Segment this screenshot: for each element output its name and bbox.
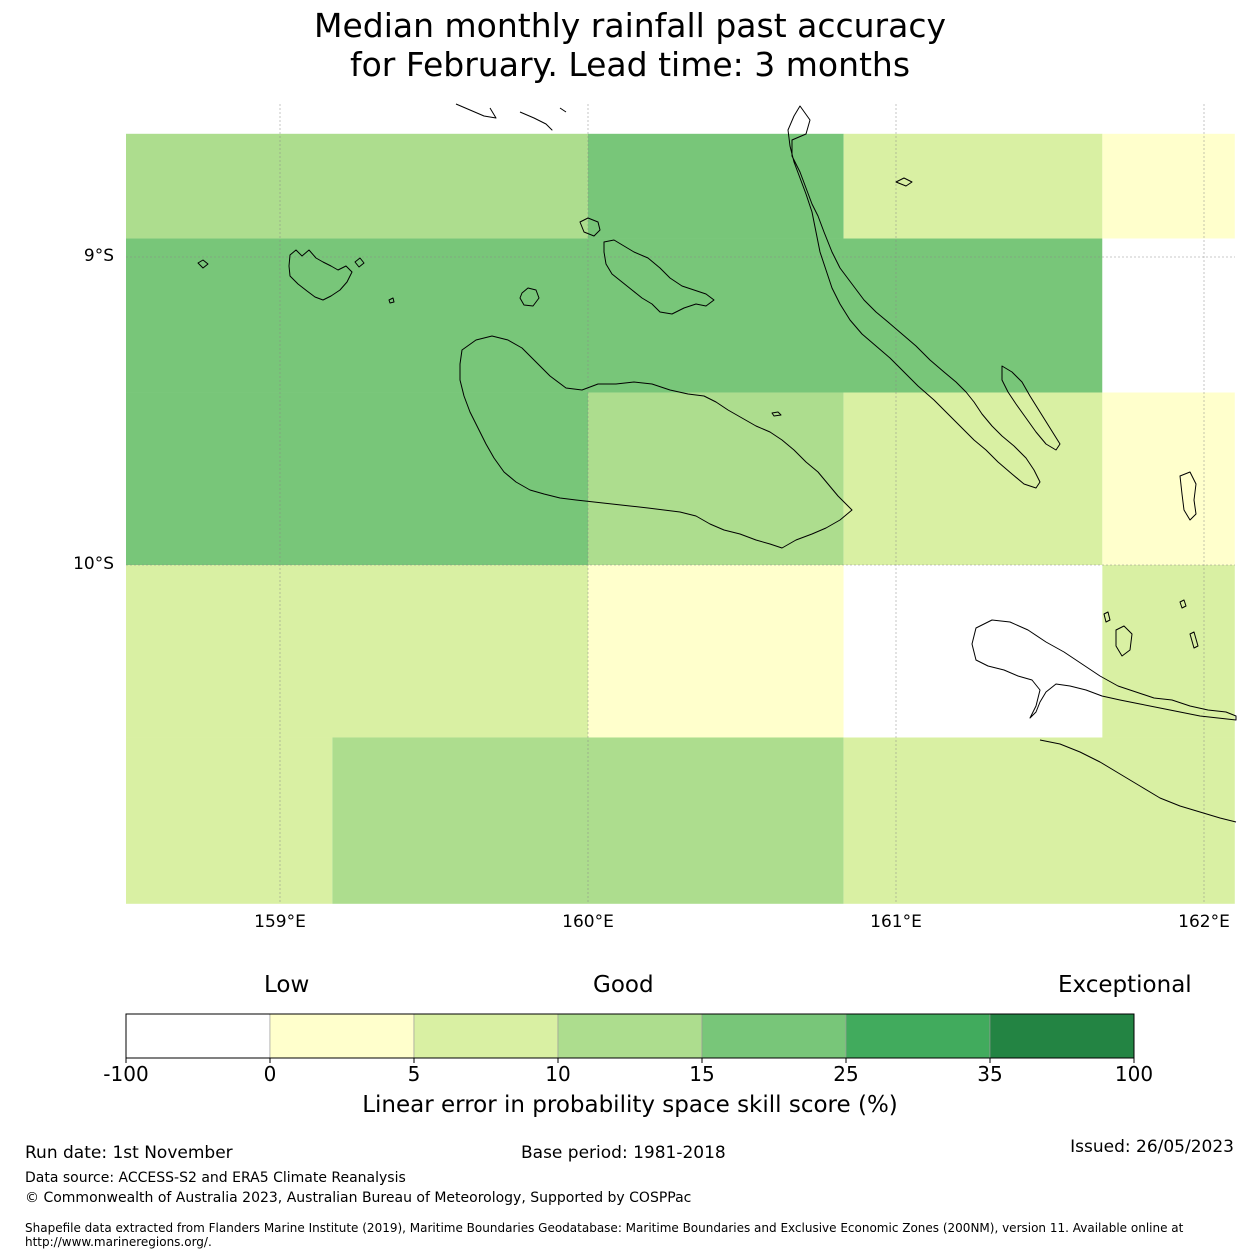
coastline-malaita <box>787 105 1041 489</box>
coastlines <box>197 103 1237 823</box>
shapefile-attribution: Shapefile data extracted from Flanders M… <box>25 1221 1184 1249</box>
chart-title-line-1: Median monthly rainfall past accuracy <box>313 6 947 45</box>
issued-date: Issued: 26/05/2023 <box>1070 1137 1234 1157</box>
colorbar-tick-label: 100 <box>1114 1062 1154 1086</box>
colorbar-bin-3 <box>557 1013 703 1059</box>
colorbar-tick-label: 25 <box>833 1062 859 1086</box>
coastline-small-islet-8 <box>1189 631 1199 649</box>
colorbar-tick-label: 15 <box>689 1062 715 1086</box>
colorbar-tick-label: 0 <box>263 1062 277 1086</box>
coastline-small-malaita <box>1001 365 1061 451</box>
coastline-small-islet-4 <box>771 411 782 417</box>
latitude-tick-label: 9°S <box>83 246 114 266</box>
colorbar-frame <box>125 1013 1135 1059</box>
longitude-tick-label: 159°E <box>254 912 306 932</box>
coastline-small-islet-7 <box>1179 599 1187 609</box>
graticule-lines <box>126 104 1235 904</box>
skill-cell-12 <box>843 565 1103 738</box>
skill-cell-3 <box>1102 133 1235 239</box>
coastline-small-islet-2 <box>354 257 365 268</box>
skill-cell-9 <box>1102 392 1235 565</box>
coastline-guadalcanal <box>459 335 853 549</box>
skill-cell-0 <box>126 133 588 239</box>
colorbar-exceptional-label: Exceptional <box>1058 972 1192 998</box>
skill-cell-1 <box>588 133 844 239</box>
colorbar-bin-1 <box>269 1013 415 1059</box>
chart-title-line-2: for February. Lead time: 3 months <box>349 45 911 84</box>
longitude-tick-label: 161°E <box>870 912 922 932</box>
colorbar-bin-2 <box>413 1013 559 1059</box>
coastline-makira <box>971 619 1237 721</box>
skill-grid-cells <box>126 133 1235 904</box>
skill-cell-2 <box>843 133 1103 239</box>
data-source: Data source: ACCESS-S2 and ERA5 Climate … <box>25 1170 406 1186</box>
coastline-nggela <box>579 217 715 315</box>
coastline-makira-south <box>1039 739 1237 823</box>
colorbar-bin-4 <box>701 1013 847 1059</box>
colorbar-tick-label: 10 <box>545 1062 571 1086</box>
longitude-tick-label: 160°E <box>562 912 614 932</box>
run-date: Run date: 1st November <box>25 1143 233 1163</box>
colorbar-tick-label: 5 <box>407 1062 421 1086</box>
coastline-small-islet-5 <box>1115 625 1133 657</box>
coastline-small-islet-6 <box>1103 611 1111 623</box>
colorbar <box>125 1013 1135 1063</box>
skill-cell-4 <box>126 238 1103 393</box>
skill-cell-16 <box>843 737 1235 904</box>
base-period: Base period: 1981-2018 <box>521 1143 726 1163</box>
colorbar-tick-label: -100 <box>103 1062 149 1086</box>
skill-cell-10 <box>126 565 588 738</box>
skill-cell-13 <box>1102 565 1235 738</box>
colorbar-tick-label: 35 <box>977 1062 1003 1086</box>
copyright: © Commonwealth of Australia 2023, Austra… <box>25 1190 692 1206</box>
skill-cell-11 <box>588 565 844 738</box>
colorbar-low-label: Low <box>264 972 310 998</box>
skill-cell-14 <box>126 737 333 904</box>
colorbar-axis-label: Linear error in probability space skill … <box>362 1092 898 1118</box>
coastline-small-islet-3 <box>388 297 395 304</box>
coastline-savo <box>519 287 540 307</box>
longitude-tick-label: 162°E <box>1178 912 1230 932</box>
colorbar-bin-5 <box>845 1013 991 1059</box>
latitude-tick-label: 10°S <box>73 554 114 574</box>
coastline-florida-islands <box>288 249 353 301</box>
coastline-small-islet-1 <box>197 259 209 269</box>
coastline-north-islets <box>455 103 567 131</box>
coastline-east-islet <box>1179 471 1197 521</box>
skill-cell-5 <box>1102 238 1235 393</box>
skill-cell-7 <box>588 392 844 565</box>
colorbar-bin-0 <box>125 1013 271 1059</box>
colorbar-good-label: Good <box>593 972 654 998</box>
colorbar-bin-6 <box>989 1013 1135 1059</box>
coastline-small-islet-9 <box>895 177 913 187</box>
skill-cell-8 <box>843 392 1103 565</box>
skill-cell-6 <box>126 392 588 565</box>
